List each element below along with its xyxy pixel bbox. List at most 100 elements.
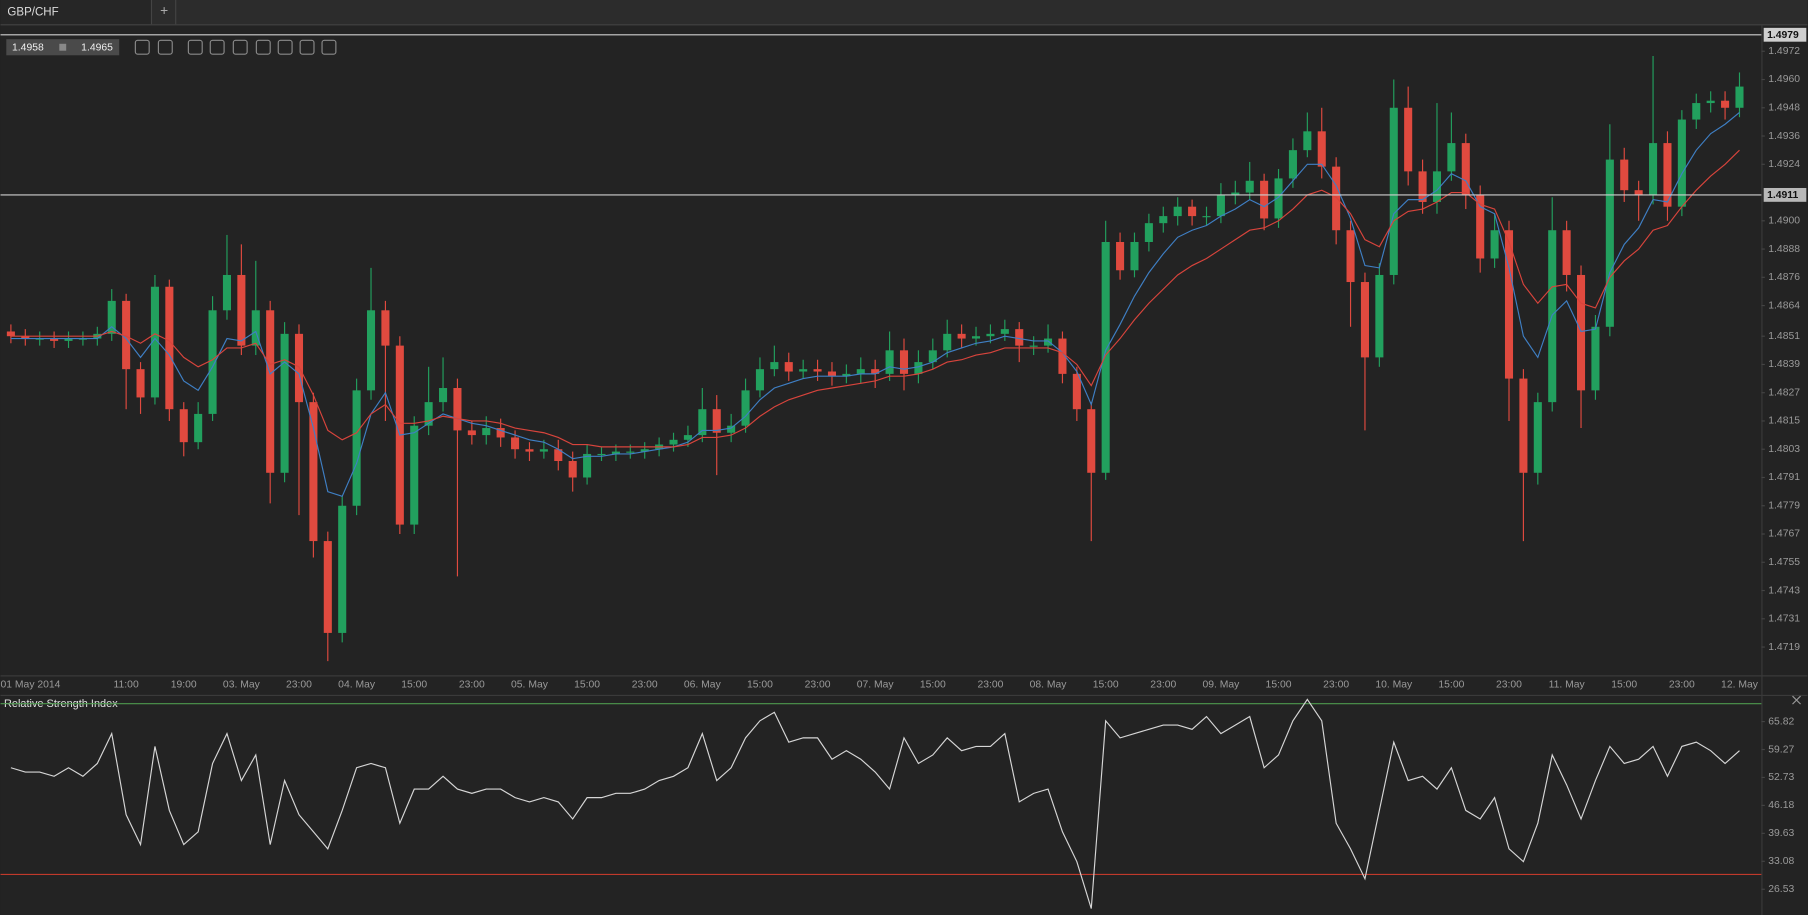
timeframe[interactable] [187, 39, 203, 55]
x-tick-label: 23:00 [1323, 679, 1349, 690]
x-tick-label: 15:00 [920, 679, 946, 690]
candle-body [251, 310, 260, 346]
candle-body [64, 338, 73, 341]
candle-body [1360, 282, 1369, 358]
x-tick-label: 23:00 [632, 679, 658, 690]
x-tick-label: 15:00 [747, 679, 773, 690]
candle-body [107, 300, 116, 334]
toolbar [134, 39, 337, 55]
candle-body [1144, 223, 1153, 243]
indicators[interactable] [232, 39, 248, 55]
candle-body [309, 402, 318, 542]
candle-body [770, 362, 779, 370]
y-tick-label: 1.4876 [1768, 272, 1800, 283]
moving-average [10, 149, 1740, 448]
candle-body [928, 350, 937, 363]
candle-body [237, 274, 246, 346]
tool[interactable] [321, 39, 337, 55]
candle-body [150, 286, 159, 398]
x-tick-label: 12. May [1721, 679, 1759, 690]
candle-body [986, 333, 995, 337]
candle-body [1634, 190, 1643, 195]
y-tick-label: 26.53 [1768, 884, 1794, 895]
candle-body [1029, 345, 1038, 347]
x-tick-label: 04. May [338, 679, 376, 690]
candle-body [597, 453, 606, 456]
candle-body [136, 369, 145, 398]
x-tick-label: 09. May [1202, 679, 1240, 690]
candle-body [1159, 216, 1168, 224]
candle-body [1072, 373, 1081, 410]
candle-body [1288, 150, 1297, 179]
x-tick-label: 15:00 [1266, 679, 1292, 690]
candle-body [21, 336, 30, 339]
candle-body [539, 449, 548, 452]
candle-body [827, 371, 837, 377]
candle-body [1173, 206, 1182, 217]
price-marker-label: 1.4911 [1767, 190, 1798, 201]
x-tick-label: 23:00 [286, 679, 312, 690]
y-tick-label: 1.4972 [1768, 46, 1800, 57]
candle-body [698, 409, 707, 436]
y-tick-label: 46.18 [1768, 800, 1794, 811]
candle-body [6, 331, 15, 337]
candle-body [669, 439, 678, 445]
x-tick-label: 15:00 [1611, 679, 1637, 690]
candle-body [1130, 242, 1139, 271]
y-tick-label: 1.4815 [1768, 416, 1800, 427]
x-tick-label: 01 May 2014 [1, 679, 61, 690]
candle-body [1490, 230, 1499, 259]
bid-price: 1.4958 [12, 43, 44, 54]
candle-body [511, 437, 520, 450]
candle-body [1058, 338, 1067, 374]
candle-body [1274, 178, 1283, 219]
add-tab[interactable]: + [160, 2, 168, 18]
x-tick-label: 15:00 [1438, 679, 1464, 690]
candle-body [1576, 274, 1586, 391]
chart-type[interactable] [209, 39, 225, 55]
candle-body [1245, 180, 1254, 193]
candle-body [957, 333, 966, 339]
y-tick-label: 1.4827 [1768, 387, 1800, 398]
zoom-in[interactable] [157, 39, 173, 55]
candle-body [885, 350, 894, 374]
candle-body [1216, 194, 1225, 217]
candle-body [727, 425, 736, 433]
y-tick-label: 1.4743 [1768, 585, 1800, 596]
x-tick-label: 07. May [857, 679, 895, 690]
candle-body [366, 310, 376, 391]
x-tick-label: 11:00 [114, 679, 139, 690]
tool[interactable] [299, 39, 315, 55]
candle-body [784, 362, 793, 372]
x-tick-label: 23:00 [1496, 679, 1522, 690]
y-tick-label: 1.4864 [1768, 300, 1800, 311]
candle-body [439, 388, 448, 403]
candle-body [1504, 230, 1514, 379]
y-tick-label: 1.4779 [1768, 500, 1800, 511]
moving-average [10, 112, 1740, 498]
y-tick-label: 1.4731 [1768, 614, 1800, 625]
y-tick-label: 1.4936 [1768, 131, 1800, 142]
close-indicator[interactable] [1792, 695, 1801, 705]
tool[interactable] [277, 39, 293, 55]
zoom-out[interactable] [134, 39, 150, 55]
y-tick-label: 1.4948 [1768, 103, 1800, 114]
tab[interactable] [0, 0, 152, 25]
candle-body [971, 336, 981, 339]
candle-body [1087, 409, 1096, 473]
candle-body [1303, 131, 1312, 151]
y-tick-label: 1.4755 [1768, 557, 1800, 568]
y-tick-label: 1.4851 [1768, 331, 1800, 342]
candle-body [496, 428, 505, 438]
price-marker [1763, 27, 1807, 42]
tool[interactable] [255, 39, 271, 55]
candle-body [1389, 107, 1398, 275]
candle-body [1735, 86, 1744, 108]
tab-title[interactable]: GBP/CHF [7, 7, 58, 19]
candle-body [266, 310, 275, 473]
candle-body [842, 373, 851, 377]
candle-body [1044, 338, 1053, 346]
x-tick-label: 23:00 [459, 679, 485, 690]
candle-body [338, 505, 347, 633]
